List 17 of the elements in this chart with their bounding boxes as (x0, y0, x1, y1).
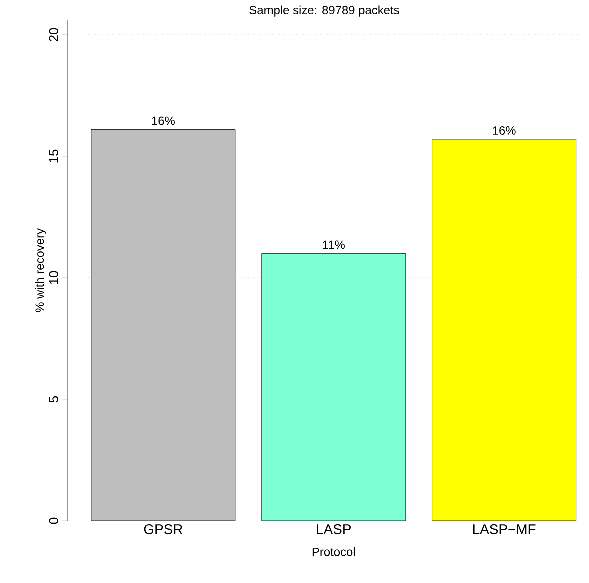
bar (262, 253, 406, 522)
x-tick-label: LASP−MF (473, 524, 536, 534)
data-label: 16% (152, 116, 175, 126)
y-tick-label: 5 (49, 396, 58, 403)
bar (432, 139, 577, 522)
y-tick-label: 20 (49, 28, 58, 42)
data-label: 11% (323, 240, 345, 250)
x-tick-label: LASP (317, 524, 351, 534)
data-label: 16% (493, 126, 516, 135)
y-axis-title: % with recovery (35, 228, 46, 312)
bar (91, 130, 236, 522)
y-tick-label: 15 (49, 150, 58, 163)
y-tick-label: 0 (49, 518, 58, 524)
y-tick-label: 10 (49, 271, 58, 284)
x-tick-label: GPSR (144, 524, 183, 534)
x-axis-title: Protocol (312, 548, 356, 556)
chart-title: Sample size: 89789 packets (250, 6, 400, 17)
